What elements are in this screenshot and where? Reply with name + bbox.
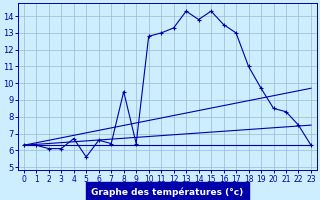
X-axis label: Graphe des températures (°c): Graphe des températures (°c) — [91, 188, 244, 197]
